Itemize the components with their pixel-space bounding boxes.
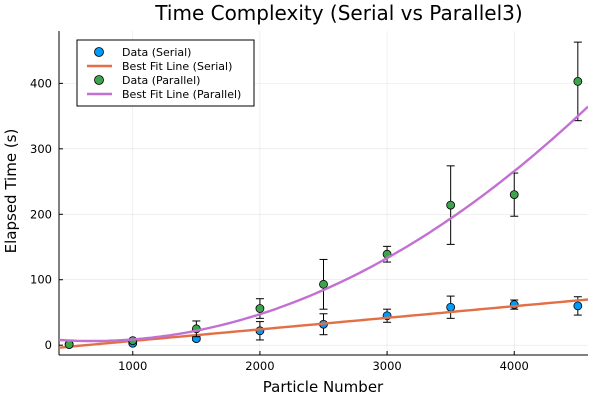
y-tick-label: 100: [30, 273, 52, 287]
y-tick-label: 300: [30, 142, 52, 156]
legend-label: Best Fit Line (Parallel): [122, 88, 241, 101]
y-tick-label: 400: [30, 76, 52, 90]
legend: Data (Serial)Best Fit Line (Serial)Data …: [76, 39, 255, 107]
data-point: [573, 301, 583, 311]
legend-label: Data (Parallel): [122, 74, 200, 87]
plot-area: [59, 41, 588, 349]
y-tick-label: 0: [45, 338, 52, 352]
series-line-1: [59, 298, 588, 349]
ticks: 1000 2000 3000 4000 0 100 200 300 400: [30, 76, 529, 373]
x-tick-label: 1000: [118, 359, 147, 373]
legend-label: Data (Serial): [122, 46, 191, 59]
y-tick-label: 200: [30, 207, 52, 221]
data-point: [255, 304, 265, 313]
axes: [58, 31, 588, 356]
series-line-3: [59, 105, 588, 343]
legend-label: Best Fit Line (Serial): [122, 60, 232, 73]
data-point: [446, 302, 456, 312]
legend-swatch-marker: [94, 47, 104, 57]
data-point: [446, 200, 456, 210]
x-axis-label: Particle Number: [263, 378, 384, 396]
y-axis-label: Elapsed Time (s): [2, 129, 20, 254]
chart-title: Time Complexity (Serial vs Parallel3): [154, 1, 522, 25]
x-tick-label: 3000: [372, 359, 401, 373]
x-tick-label: 2000: [245, 359, 274, 373]
data-point: [509, 190, 519, 200]
x-tick-label: 4000: [500, 359, 529, 373]
legend-swatch-marker: [94, 75, 104, 85]
data-point: [319, 279, 328, 289]
data-point: [573, 77, 583, 86]
